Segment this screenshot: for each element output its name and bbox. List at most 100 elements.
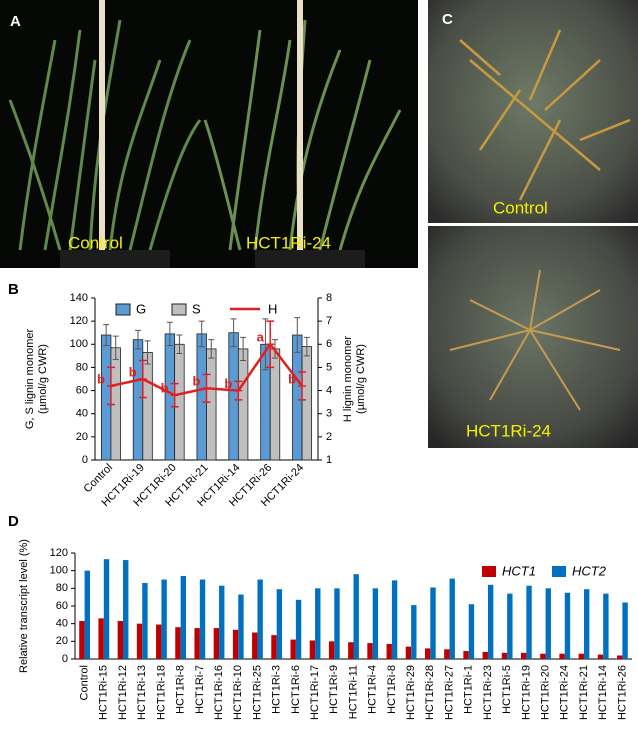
- bar: [142, 583, 148, 659]
- legend-label: HCT2: [572, 563, 607, 578]
- bar: [545, 588, 551, 659]
- bar: [100, 334, 112, 461]
- y2-tick-label: 6: [326, 338, 332, 350]
- x-tick-label: HCT1Ri-9: [328, 665, 340, 714]
- bar: [164, 333, 176, 461]
- bar: [334, 588, 340, 659]
- y-tick-label: 20: [76, 431, 88, 443]
- x-tick-label: HCT1Ri-29: [405, 665, 417, 720]
- bar: [174, 343, 185, 461]
- bar: [501, 652, 508, 659]
- bar: [206, 348, 217, 461]
- x-tick-label: HCT1Ri-3: [271, 665, 283, 714]
- annotation: b: [288, 371, 296, 386]
- y-tick-label: 40: [76, 408, 88, 420]
- bar: [603, 593, 609, 659]
- x-tick-label: HCT1Ri-19: [520, 665, 532, 720]
- bar: [252, 632, 258, 659]
- legend-swatch: [171, 303, 187, 316]
- bar: [583, 589, 590, 659]
- y2-tick-label: 8: [326, 292, 332, 304]
- annotation: a: [257, 330, 265, 345]
- y-tick-label: 80: [56, 582, 68, 594]
- y-tick-label: 120: [70, 315, 88, 327]
- annotation: b: [193, 374, 201, 389]
- legend-swatch: [115, 303, 131, 316]
- y-tick-label: 100: [70, 338, 88, 350]
- bar: [98, 618, 104, 659]
- bar: [463, 651, 469, 659]
- x-tick-label: HCT1Ri-1: [463, 665, 475, 714]
- x-tick-label: HCT1Ri-4: [367, 665, 379, 714]
- bar: [199, 579, 206, 659]
- y2-axis-title: H lignin monomer: [342, 336, 354, 423]
- error-bar: [266, 320, 275, 369]
- y-tick-label: 60: [56, 600, 68, 612]
- error-bar: [166, 321, 173, 346]
- bar: [622, 602, 628, 659]
- panel-letter: A: [10, 13, 21, 30]
- x-tick-label: HCT1Ri-26: [616, 665, 628, 720]
- bar: [103, 559, 110, 659]
- panel-letter: B: [8, 281, 19, 298]
- y2-tick-label: 4: [326, 384, 332, 396]
- bar: [213, 628, 220, 659]
- x-tick-label: HCT1Ri-13: [136, 665, 148, 720]
- bar: [194, 628, 200, 659]
- y-axis-title: G, S lignin monomer: [24, 329, 36, 430]
- bar: [564, 592, 571, 659]
- y-tick-label: 140: [70, 292, 88, 304]
- x-tick-label: HCT1Ri-25: [251, 665, 263, 720]
- bar: [123, 560, 129, 659]
- bar: [232, 629, 239, 659]
- x-tick-label: HCT1Ri-6: [290, 665, 302, 714]
- y2-tick-label: 7: [326, 315, 332, 327]
- x-tick-label: HCT1Ri-10: [232, 665, 244, 720]
- bar: [430, 587, 436, 659]
- error-bar: [135, 329, 142, 350]
- error-bar: [106, 366, 115, 406]
- bar: [196, 333, 207, 461]
- bar: [271, 635, 277, 659]
- x-tick-label: HCT1Ri-23: [482, 665, 494, 720]
- y2-tick-label: 5: [326, 361, 332, 373]
- bar: [520, 652, 527, 659]
- photo-c: C Control HCT1Ri-24: [428, 0, 638, 448]
- y-tick-label: 20: [56, 635, 68, 647]
- bar: [372, 588, 379, 659]
- bar: [117, 621, 124, 659]
- bar: [617, 655, 623, 659]
- error-bar: [198, 320, 205, 348]
- panel-letter: D: [8, 513, 19, 530]
- bar: [276, 589, 283, 659]
- bar: [257, 579, 263, 659]
- bar: [411, 605, 417, 659]
- y-axis-title: Relative transcript level (%): [18, 539, 30, 673]
- bar: [353, 574, 359, 659]
- error-bar: [103, 324, 110, 346]
- y2-tick-label: 1: [326, 454, 332, 466]
- legend-label: G: [136, 301, 146, 316]
- y-tick-label: 40: [56, 618, 68, 630]
- error-bar: [240, 336, 247, 361]
- y-tick-label: 60: [76, 384, 88, 396]
- bar: [238, 594, 244, 659]
- bar: [79, 621, 85, 659]
- legend-label: H: [268, 301, 277, 316]
- photo-caption: Control: [68, 233, 123, 252]
- x-tick-label: HCT1Ri-17: [309, 665, 321, 720]
- x-tick-label: HCT1Ri-18: [155, 665, 167, 720]
- error-bar: [112, 335, 119, 360]
- annotation: b: [97, 371, 105, 386]
- legend-label: HCT1: [502, 563, 536, 578]
- bar: [228, 332, 239, 461]
- bar: [292, 334, 303, 461]
- x-tick-label: HCT1Ri-27: [443, 665, 455, 720]
- x-tick-label: Control: [79, 665, 91, 700]
- x-tick-label: HCT1Ri-11: [347, 665, 359, 719]
- bar: [290, 639, 296, 659]
- x-tick-label: HCT1Ri-24: [559, 665, 571, 720]
- x-tick-label: HCT1Ri-28: [424, 665, 436, 720]
- bar: [444, 649, 450, 659]
